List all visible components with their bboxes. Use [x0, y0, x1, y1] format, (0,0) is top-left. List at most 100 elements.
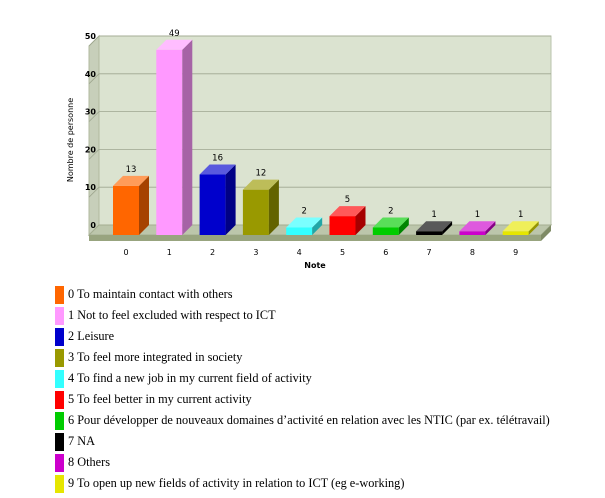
data-label: 16	[212, 154, 223, 164]
data-label: 5	[345, 195, 350, 205]
bar	[242, 179, 279, 235]
data-label: 2	[301, 206, 306, 216]
y-tick-label: 40	[85, 70, 97, 79]
bar-top	[372, 217, 409, 228]
x-axis-title: Note	[304, 261, 326, 270]
data-label: 1	[518, 210, 523, 220]
legend-label: 6 Pour développer de nouveaux domaines d…	[68, 413, 550, 427]
legend-item: 8 Others	[55, 452, 550, 473]
bar-top	[459, 221, 496, 232]
legend-item: 3 To feel more integrated in society	[55, 347, 550, 368]
y-gridline-side	[88, 73, 100, 85]
bar-top	[199, 164, 236, 175]
legend-label: 5 To feel better in my current activity	[68, 392, 252, 406]
bar	[502, 221, 539, 235]
legend-swatch	[55, 411, 64, 430]
y-tick-label: 0	[90, 221, 96, 230]
bar-top	[502, 221, 539, 232]
legend-item: 2 Leisure	[55, 326, 550, 347]
bar-side	[268, 179, 279, 235]
legend-swatch	[55, 369, 64, 388]
bar-front	[372, 227, 399, 235]
y-gridline-side	[88, 186, 100, 198]
data-label: 49	[169, 29, 180, 39]
legend-swatch	[55, 453, 64, 472]
data-label: 1	[475, 210, 480, 220]
bar	[286, 217, 323, 235]
y-gridline-side	[88, 35, 100, 47]
x-tick-label: 2	[210, 248, 215, 257]
legend-label: 1 Not to feel excluded with respect to I…	[68, 308, 276, 322]
plot-floor-edge	[89, 235, 541, 241]
bar	[459, 221, 496, 235]
legend-item: 0 To maintain contact with others	[55, 284, 550, 305]
legend-label: 0 To maintain contact with others	[68, 287, 233, 301]
legend-label: 3 To feel more integrated in society	[68, 350, 243, 364]
legend-item: 9 To open up new fields of activity in r…	[55, 473, 550, 494]
bar-side	[485, 221, 496, 235]
y-tick-label: 30	[85, 108, 97, 117]
legend-swatch	[55, 327, 64, 346]
x-tick-label: 7	[427, 248, 432, 257]
y-tick-label: 10	[85, 183, 97, 192]
data-label: 13	[126, 165, 137, 175]
y-tick-label: 20	[85, 145, 97, 154]
bar-front	[459, 231, 486, 235]
y-tick-label: 50	[85, 32, 97, 41]
x-tick-label: 9	[513, 248, 518, 257]
legend-label: 2 Leisure	[68, 329, 115, 343]
legend-label: 8 Others	[68, 455, 111, 469]
x-tick-label: 3	[253, 248, 258, 257]
bar-side	[442, 221, 453, 235]
bar-top	[156, 39, 193, 50]
bar-top	[286, 217, 323, 228]
x-tick-label: 1	[167, 248, 172, 257]
bar-front	[286, 227, 313, 235]
y-axis-title: Nombre de personne	[66, 98, 75, 182]
legend-swatch	[55, 474, 64, 493]
bar-front	[199, 174, 226, 235]
data-label: 1	[431, 210, 436, 220]
bar	[372, 217, 409, 235]
y-gridline-side	[88, 149, 100, 160]
bar	[199, 164, 236, 235]
legend-item: 1 Not to feel excluded with respect to I…	[55, 305, 550, 326]
bar-front	[156, 49, 183, 235]
bar-chart: 0 10 20 30 40 50 13 0 49 1 16 2 12 3 2 4 5 5 2 6 1 7 1 8 1 9 Note N…	[66, 29, 553, 270]
legend-swatch	[55, 285, 64, 304]
bar-top	[329, 206, 366, 217]
data-label: 12	[255, 169, 266, 179]
x-tick-label: 0	[123, 248, 128, 257]
bar-side	[528, 221, 539, 235]
legend-item: 5 To feel better in my current activity	[55, 389, 550, 410]
bar	[156, 39, 193, 235]
legend-swatch	[55, 306, 64, 325]
plot-side-wall	[88, 34, 100, 237]
legend-label: 9 To open up new fields of activity in r…	[68, 476, 405, 490]
bar-front	[416, 231, 443, 235]
bar-front	[242, 189, 269, 235]
bar-top	[242, 179, 279, 190]
legend-swatch	[55, 348, 64, 367]
y-gridline-side	[88, 111, 100, 122]
bar-side	[398, 217, 409, 235]
bar	[329, 206, 366, 235]
bar-front	[329, 216, 356, 235]
legend-swatch	[55, 390, 64, 409]
bar-top	[416, 221, 453, 232]
legend-item: 4 To find a new job in my current field …	[55, 368, 550, 389]
data-label: 2	[388, 206, 393, 216]
x-tick-label: 4	[297, 248, 302, 257]
bar-side	[312, 217, 323, 235]
legend-item: 6 Pour développer de nouveaux domaines d…	[55, 410, 550, 431]
x-tick-label: 5	[340, 248, 345, 257]
legend-label: 7 NA	[68, 434, 95, 448]
legend-item: 7 NA	[55, 431, 550, 452]
bar	[113, 175, 149, 235]
bar-front	[113, 185, 139, 235]
legend-label: 4 To find a new job in my current field …	[68, 371, 312, 385]
bar-side	[355, 206, 366, 235]
bar-side	[139, 175, 149, 235]
x-tick-label: 6	[383, 248, 388, 257]
bar-front	[502, 231, 529, 235]
